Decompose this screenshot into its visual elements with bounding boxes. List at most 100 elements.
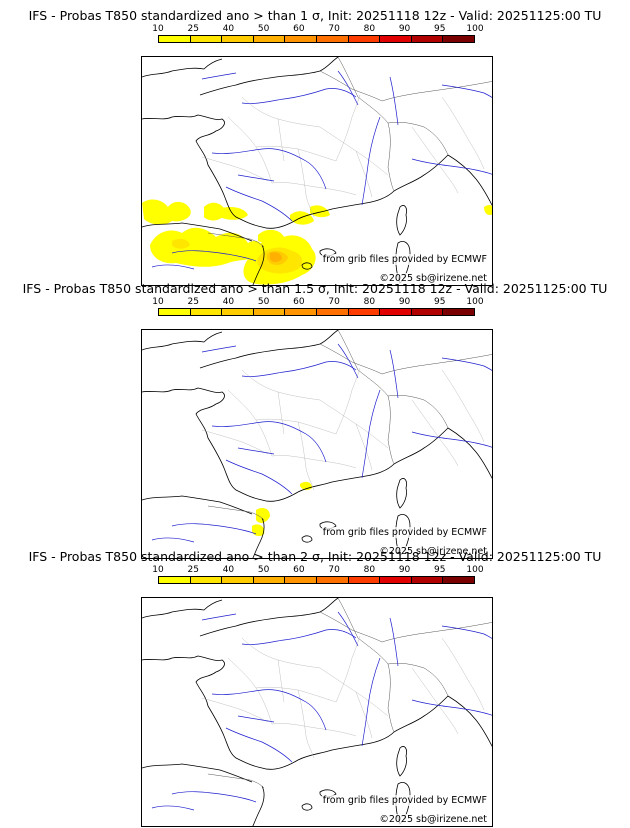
border-benelux bbox=[319, 70, 383, 102]
colorbar-swatches bbox=[158, 35, 475, 43]
prob-area-pyrenees-25 bbox=[172, 238, 190, 249]
credit-source: from grib files provided by ECMWF bbox=[321, 795, 488, 806]
coastlines bbox=[142, 330, 492, 558]
river-garonne bbox=[225, 186, 293, 222]
border-france-spain bbox=[207, 232, 265, 248]
colorbar-tick-label: 70 bbox=[328, 24, 340, 34]
colorbar-tick-label: 50 bbox=[257, 297, 270, 307]
colorbar-tick-label: 100 bbox=[466, 24, 484, 34]
map-svg bbox=[142, 330, 492, 558]
colorbar-swatch bbox=[316, 309, 349, 315]
credit-source: from grib files provided by ECMWF bbox=[321, 527, 488, 538]
region-7 bbox=[319, 126, 389, 176]
colorbar-tick-label: 60 bbox=[293, 24, 305, 34]
colorbar-tick-label: 40 bbox=[222, 24, 235, 34]
colorbar-tick-label: 10 bbox=[152, 565, 164, 575]
colorbar-tick-label: 80 bbox=[363, 297, 376, 307]
probability-map-1: from grib files provided by ECMWF ©2025 … bbox=[141, 56, 493, 286]
colorbar-swatch bbox=[380, 309, 412, 315]
colorbar-tick-label: 70 bbox=[328, 565, 340, 575]
prob-area-catalonia-50 bbox=[270, 252, 282, 262]
credit-copyright: ©2025 sb@irizene.net bbox=[378, 273, 488, 284]
prob-area-corsica-edge bbox=[484, 205, 492, 215]
colorbar-tick-label: 60 bbox=[293, 297, 305, 307]
river-dordogne bbox=[237, 174, 275, 182]
rivers bbox=[151, 611, 492, 811]
colorbar-swatch bbox=[443, 577, 474, 583]
coast-balearic-2 bbox=[301, 262, 313, 270]
colorbar-swatch bbox=[190, 309, 223, 315]
probability-map-2: from grib files provided by ECMWF ©2025 … bbox=[141, 329, 493, 559]
coast-corsica bbox=[396, 205, 407, 236]
prob-area-biscay bbox=[142, 199, 191, 225]
prob-area-bay bbox=[218, 207, 248, 220]
region-6 bbox=[241, 96, 321, 128]
credit-source: from grib files provided by ECMWF bbox=[321, 254, 488, 265]
region-1 bbox=[227, 116, 273, 184]
regional-boundaries bbox=[201, 367, 485, 491]
river-ebro bbox=[171, 250, 257, 262]
region-10 bbox=[201, 156, 269, 182]
colorbar: 10 25 40 50 60 70 80 90 95 100 bbox=[152, 565, 484, 595]
colorbar: 10 25 40 50 60 70 80 90 95 100 bbox=[152, 297, 484, 327]
region-5 bbox=[335, 94, 361, 162]
prob-area-languedoc bbox=[290, 211, 314, 225]
colorbar-swatches bbox=[158, 576, 475, 584]
region-9 bbox=[355, 150, 373, 198]
probability-areas bbox=[142, 199, 492, 285]
colorbar-tick-label: 90 bbox=[398, 565, 411, 575]
colorbar-tick-label: 100 bbox=[466, 565, 484, 575]
region-11 bbox=[411, 126, 459, 194]
colorbar-swatch bbox=[190, 577, 223, 583]
colorbar-tick-label: 10 bbox=[152, 297, 164, 307]
panel-title: IFS - Probas T850 standardized ano > tha… bbox=[28, 549, 602, 564]
colorbar-swatch bbox=[222, 577, 254, 583]
coast-brittany bbox=[142, 114, 395, 229]
prob-area-pyrenees-spain bbox=[150, 227, 263, 267]
panel-title: IFS - Probas T850 standardized ano > tha… bbox=[22, 281, 608, 296]
colorbar-swatch bbox=[285, 309, 317, 315]
river-thames bbox=[201, 72, 237, 80]
credit-copyright: ©2025 sb@irizene.net bbox=[378, 814, 488, 825]
river-spain bbox=[151, 264, 195, 270]
prob-area-catalonia bbox=[256, 508, 270, 523]
regional-boundaries bbox=[201, 94, 485, 218]
colorbar-tick-label: 95 bbox=[434, 297, 446, 307]
colorbar-swatch bbox=[443, 309, 474, 315]
region-4 bbox=[297, 148, 315, 218]
colorbar-tick-label: 50 bbox=[257, 565, 270, 575]
colorbar-swatch bbox=[348, 577, 381, 583]
colorbar-swatch bbox=[253, 309, 286, 315]
border-swiss bbox=[387, 121, 449, 156]
regional-boundaries bbox=[201, 635, 485, 759]
panel-2: IFS - Probas T850 standardized ano > tha… bbox=[0, 281, 630, 559]
colorbar-swatch bbox=[411, 36, 444, 42]
colorbar-swatch bbox=[411, 577, 444, 583]
colorbar-tick-label: 90 bbox=[398, 24, 411, 34]
credit-copyright: ©2025 sb@irizene.net bbox=[378, 546, 488, 557]
map-svg bbox=[142, 598, 492, 826]
panel-3: IFS - Probas T850 standardized ano > tha… bbox=[0, 549, 630, 827]
river-danube bbox=[441, 84, 492, 98]
colorbar-swatch bbox=[253, 36, 286, 42]
prob-area-catalonia-south bbox=[252, 524, 265, 537]
colorbar-swatch bbox=[411, 309, 444, 315]
colorbar-tick-label: 50 bbox=[257, 24, 270, 34]
colorbar-tick-label: 25 bbox=[187, 297, 199, 307]
river-loire bbox=[211, 148, 327, 190]
coast-catalonia bbox=[252, 244, 265, 285]
panel-title: IFS - Probas T850 standardized ano > tha… bbox=[28, 8, 602, 23]
colorbar-swatch bbox=[443, 36, 474, 42]
borders bbox=[207, 57, 492, 248]
colorbar-swatch bbox=[190, 36, 223, 42]
colorbar-tick-label: 95 bbox=[434, 565, 446, 575]
region-8 bbox=[277, 118, 285, 162]
colorbar-tick-label: 80 bbox=[363, 565, 376, 575]
colorbar-swatch bbox=[316, 36, 349, 42]
colorbar-tick-label: 100 bbox=[466, 297, 484, 307]
colorbar-swatch bbox=[285, 36, 317, 42]
border-france-east bbox=[337, 57, 395, 192]
border-germany bbox=[381, 81, 492, 102]
colorbar-swatch bbox=[253, 577, 286, 583]
borders bbox=[207, 598, 492, 789]
